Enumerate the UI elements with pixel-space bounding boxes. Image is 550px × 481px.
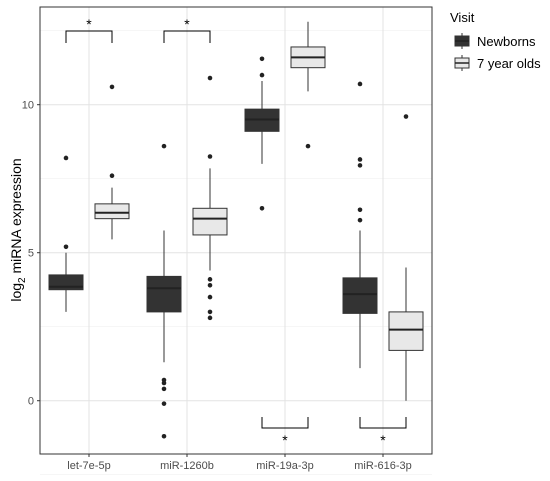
y-axis-title-subscript: 2 [17,277,28,283]
x-tick-label: miR-1260b [160,460,214,472]
outlier-point [207,282,213,288]
outlier-point [161,401,167,406]
significance-brackets: * * * * [65,16,407,448]
outlier-point [305,143,311,149]
bracket-line [261,417,309,429]
boxes [48,21,424,439]
legend-label: 7 year olds [477,56,541,71]
box-7-year-olds [388,114,424,401]
box-newborns [342,81,378,369]
legend-title: Visit [450,10,475,25]
outlier-point [161,143,167,149]
outlier-point [207,294,213,300]
box-iqr [342,277,378,314]
outlier-point [63,155,69,161]
y-tick-label: 0 [28,396,34,408]
panel-border [39,6,433,455]
box-newborns [244,56,280,211]
outlier-point [357,157,363,162]
outlier-point [259,205,265,211]
y-axis-title-rest: miRNA expression [8,158,24,277]
legend-label: Newborns [477,34,536,49]
box-7-year-olds [290,21,326,149]
outlier-point [259,56,265,62]
outlier-point [109,84,115,90]
outlier-point [109,173,115,179]
outlier-point [357,163,363,168]
box-7-year-olds [192,75,228,321]
significance-label: * [184,16,190,32]
significance-label: * [380,432,386,448]
y-tick-label: 5 [28,248,34,260]
x-tick-label: let-7e-5p [67,460,110,472]
outlier-point [207,315,213,321]
significance-label: * [282,432,288,448]
x-tick-label: miR-19a-3p [256,460,313,472]
box-iqr [192,207,228,236]
outlier-point [357,217,363,223]
y-tick-label: 10 [22,100,34,112]
outlier-point [207,309,213,315]
box-newborns [48,155,84,312]
outlier-point [357,207,363,213]
outlier-point [207,75,213,81]
bracket-line [65,30,113,43]
panel-background [40,7,432,454]
outlier-point [161,433,167,439]
legend-entry: Newborns [454,33,536,49]
significance-bracket: * [163,16,211,43]
significance-label: * [86,16,92,32]
bracket-line [359,417,407,429]
outlier-point [259,72,265,78]
outlier-point [161,380,167,386]
y-axis-title: log2 miRNA expression [8,158,28,301]
significance-bracket: * [261,417,309,448]
y-axis: 0 5 10 [22,100,40,408]
outlier-point [161,386,167,392]
box-iqr [146,275,182,313]
outlier-point [207,277,213,282]
significance-bracket: * [359,417,407,448]
outlier-point [403,114,409,119]
outlier-point [207,154,213,159]
outlier-point [357,81,363,87]
box-newborns [146,143,182,439]
x-tick-label: miR-616-3p [354,460,411,472]
bracket-line [163,30,211,43]
box-iqr [388,311,424,351]
legend: Visit Newborns 7 year olds [450,10,541,71]
x-axis: let-7e-5p miR-1260b miR-19a-3p miR-616-3p [67,454,412,472]
significance-bracket: * [65,16,113,43]
y-axis-title-base: log [8,283,24,302]
legend-entry: 7 year olds [454,55,541,71]
box-7-year-olds [94,84,130,240]
box-iqr [94,203,130,220]
grid [40,7,432,476]
outlier-point [63,244,69,250]
